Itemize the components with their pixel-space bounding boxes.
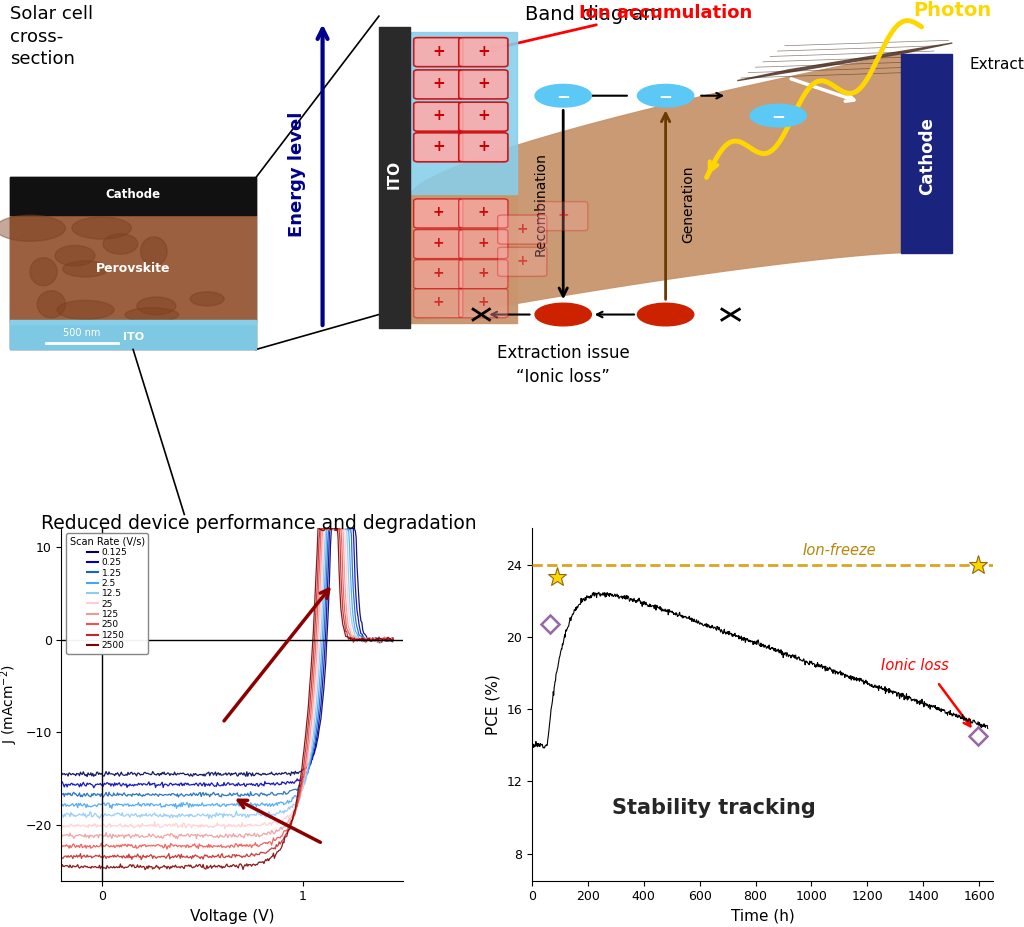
Bar (10, 177, 256, 215)
Text: Extraction issue
“Ionic loss”: Extraction issue “Ionic loss” (497, 344, 630, 386)
Bar (10, 215, 256, 322)
Y-axis label: J (mAcm$^{-2}$): J (mAcm$^{-2}$) (0, 665, 19, 744)
Bar (410, 32, 517, 194)
FancyBboxPatch shape (414, 133, 463, 162)
FancyBboxPatch shape (414, 199, 463, 228)
FancyBboxPatch shape (459, 230, 508, 259)
FancyBboxPatch shape (459, 70, 508, 99)
Text: Energy level: Energy level (288, 112, 306, 237)
FancyBboxPatch shape (539, 202, 588, 231)
Ellipse shape (30, 258, 57, 286)
FancyBboxPatch shape (414, 38, 463, 67)
Text: +: + (477, 295, 489, 310)
Text: Photon: Photon (913, 1, 991, 20)
Ellipse shape (637, 303, 694, 325)
Text: Recombination: Recombination (534, 152, 548, 256)
FancyBboxPatch shape (498, 248, 547, 276)
Ellipse shape (55, 246, 95, 266)
Ellipse shape (103, 234, 138, 254)
Ellipse shape (140, 236, 167, 266)
Text: +: + (432, 76, 444, 91)
Text: Reduced device performance and degradation: Reduced device performance and degradati… (41, 514, 476, 533)
FancyBboxPatch shape (414, 102, 463, 132)
Text: Ion accumulation: Ion accumulation (579, 5, 753, 22)
FancyBboxPatch shape (459, 288, 508, 318)
Bar (901, 54, 952, 253)
Text: +: + (477, 108, 489, 123)
Text: ITO: ITO (123, 332, 143, 342)
Text: +: + (432, 295, 444, 310)
Bar (410, 194, 517, 323)
Text: +: + (477, 76, 489, 91)
Text: Solar cell
cross-
section: Solar cell cross- section (10, 6, 93, 68)
Text: +: + (432, 206, 444, 220)
Text: +: + (477, 139, 489, 154)
Text: +: + (432, 236, 444, 250)
Text: +: + (516, 254, 528, 268)
Text: −: − (658, 87, 673, 105)
Text: +: + (477, 44, 489, 58)
Ellipse shape (750, 105, 807, 127)
Text: +: + (516, 222, 528, 235)
Text: Stability tracking: Stability tracking (611, 798, 815, 819)
FancyBboxPatch shape (414, 70, 463, 99)
Ellipse shape (535, 303, 592, 325)
Text: Ionic loss: Ionic loss (881, 658, 949, 673)
Text: −: − (556, 87, 570, 105)
Bar (10, 177, 256, 349)
Text: −: − (771, 107, 785, 124)
Text: +: + (432, 139, 444, 154)
Text: Perovskite: Perovskite (96, 262, 170, 275)
FancyBboxPatch shape (498, 215, 547, 244)
FancyBboxPatch shape (414, 230, 463, 259)
X-axis label: Voltage (V): Voltage (V) (190, 909, 274, 924)
Text: Band diagram: Band diagram (525, 6, 663, 24)
Text: +: + (477, 236, 489, 250)
Text: +: + (432, 108, 444, 123)
Ellipse shape (72, 217, 131, 239)
Ellipse shape (125, 308, 178, 322)
Text: ITO: ITO (387, 160, 401, 189)
FancyBboxPatch shape (459, 38, 508, 67)
Text: Generation: Generation (681, 166, 695, 243)
FancyBboxPatch shape (459, 260, 508, 288)
Text: +: + (477, 206, 489, 220)
Ellipse shape (637, 84, 694, 107)
Ellipse shape (37, 291, 66, 318)
Legend: 0.125, 0.25, 1.25, 2.5, 12.5, 25, 125, 250, 1250, 2500: 0.125, 0.25, 1.25, 2.5, 12.5, 25, 125, 2… (66, 533, 148, 654)
Polygon shape (737, 43, 952, 81)
FancyBboxPatch shape (414, 260, 463, 288)
Text: Cathode: Cathode (918, 117, 936, 195)
FancyBboxPatch shape (414, 288, 463, 318)
Text: +: + (432, 266, 444, 280)
Ellipse shape (62, 260, 109, 277)
Bar (10, 322, 256, 349)
FancyBboxPatch shape (459, 133, 508, 162)
Text: +: + (432, 44, 444, 58)
Bar (379, 27, 410, 328)
Text: 500 nm: 500 nm (63, 328, 100, 338)
Text: Cathode: Cathode (105, 188, 161, 201)
Ellipse shape (190, 292, 224, 306)
Text: +: + (477, 266, 489, 280)
Text: Ion-freeze: Ion-freeze (803, 543, 877, 558)
Ellipse shape (57, 300, 114, 320)
Ellipse shape (535, 84, 592, 107)
X-axis label: Time (h): Time (h) (731, 909, 795, 924)
Ellipse shape (0, 215, 66, 241)
Text: Extraction: Extraction (970, 57, 1024, 72)
Polygon shape (410, 54, 901, 323)
Ellipse shape (137, 297, 176, 314)
FancyBboxPatch shape (459, 199, 508, 228)
FancyBboxPatch shape (459, 102, 508, 132)
Y-axis label: PCE (%): PCE (%) (485, 674, 501, 735)
Text: +: + (557, 208, 569, 222)
Bar (10, 320, 256, 324)
